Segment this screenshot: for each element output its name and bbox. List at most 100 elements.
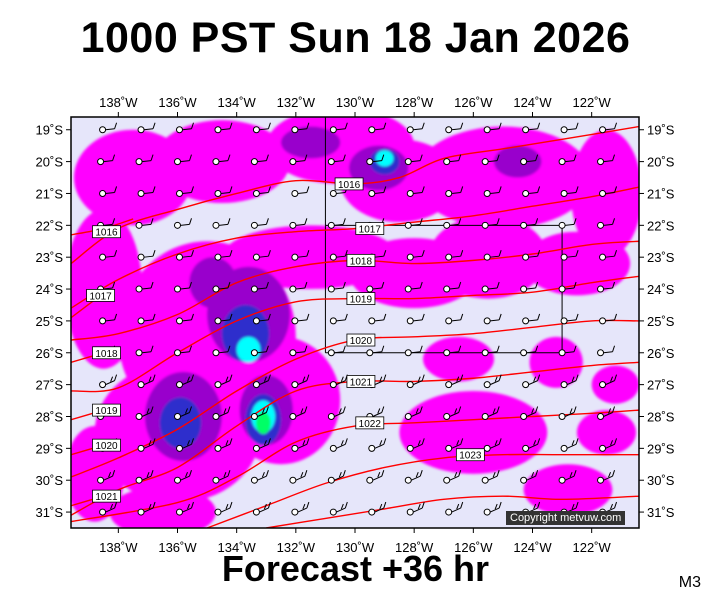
isobar-label-text: 1018 (350, 256, 373, 267)
wind-barb-shaft (565, 160, 575, 163)
wind-barb-shaft (413, 319, 423, 322)
wind-barb-flag (265, 218, 269, 225)
wind-barb-shaft (374, 319, 384, 322)
wind-barb-flag (152, 374, 156, 381)
wind-barb-flag (419, 154, 423, 161)
wind-barb-flag (533, 440, 537, 446)
wind-barb (481, 218, 500, 229)
wind-station-circle (560, 444, 568, 452)
wind-barb-flag (114, 374, 118, 381)
copyright-label: Copyright metvuw.com (506, 511, 626, 525)
wind-barb (520, 281, 539, 293)
wind-barb-shaft (603, 412, 613, 417)
wind-barb (404, 281, 423, 293)
wind-barb-flag (344, 438, 348, 445)
wind-barb-shaft (103, 287, 113, 290)
wind-barb (135, 154, 154, 166)
wind-barb-flag (185, 408, 188, 414)
wind-station-circle (483, 126, 491, 134)
wind-barb (252, 122, 271, 134)
wind-barb (445, 374, 464, 389)
wind-station-circle (137, 253, 145, 261)
wind-barb-flag (150, 406, 154, 413)
wind-barb (481, 345, 500, 357)
lat-tick-label: 25˚S (647, 314, 675, 329)
wind-barb-shaft (603, 287, 613, 290)
lon-tick-label: 124˚W (513, 540, 552, 555)
wind-station-circle (97, 476, 105, 484)
wind-barb-flag (146, 408, 150, 414)
wind-barb-shaft (180, 160, 190, 163)
wind-barb-shaft (334, 351, 344, 354)
wind-barb (597, 218, 616, 229)
wind-barb-flag (304, 345, 308, 352)
wind-barb-flag (227, 345, 231, 352)
wind-station-circle (443, 221, 451, 229)
wind-barb-flag (498, 501, 502, 509)
wind-barb-flag (148, 503, 152, 510)
wind-barb-flag (460, 374, 464, 381)
wind-barb-shaft (182, 255, 192, 258)
wind-barb-flag (225, 376, 229, 382)
wind-barb-flag (261, 408, 265, 414)
wind-station-circle (329, 189, 337, 197)
model-code: M3 (678, 574, 701, 591)
wind-barb-flag (458, 281, 462, 289)
wind-barb-flag (338, 408, 342, 414)
wind-barb (368, 313, 387, 325)
wind-barb-flag (150, 345, 154, 352)
wind-barb-shaft (374, 128, 384, 131)
wind-barb-flag (610, 440, 614, 446)
wind-barb (522, 438, 541, 452)
wind-barb-shaft (451, 507, 461, 513)
wind-station-circle (445, 126, 453, 134)
wind-barb-shaft (105, 507, 115, 513)
wind-barb-flag (415, 408, 419, 414)
wind-station-circle (250, 476, 258, 484)
wind-barb (212, 154, 231, 166)
wind-barb (443, 345, 462, 357)
wind-station-circle (520, 158, 528, 166)
wind-barb-shaft (411, 475, 421, 481)
wind-barb-shaft (526, 287, 536, 290)
wind-barb-flag (535, 281, 539, 289)
wind-station-circle (520, 412, 528, 420)
wind-barb-flag (340, 440, 344, 446)
wind-barb (560, 250, 579, 261)
wind-barb-flag (263, 376, 267, 382)
wind-barb-shaft (488, 287, 498, 290)
wind-barb (250, 218, 269, 229)
wind-barb-flag (569, 408, 573, 414)
wind-station-circle (597, 285, 605, 293)
wind-barb-flag (114, 186, 118, 193)
wind-barb-flag (575, 250, 579, 257)
lat-tick-label: 23˚S (647, 250, 675, 265)
wind-barb (368, 438, 387, 452)
isobar-label-box (355, 416, 385, 430)
wind-station-circle (176, 317, 183, 325)
wind-barb-shaft (143, 507, 154, 513)
wind-barb (99, 250, 118, 261)
wind-barb-shaft (528, 255, 538, 258)
wind-barb-shaft (103, 160, 113, 163)
isobar-line (266, 495, 639, 528)
wind-station-circle (483, 508, 491, 516)
wind-station-circle (250, 285, 258, 293)
wind-barb (137, 374, 156, 389)
wind-barb (329, 313, 348, 325)
wind-barb-flag (377, 408, 381, 414)
wind-barb-flag (573, 345, 577, 352)
wind-barb-flag (575, 186, 579, 193)
wind-barb-flag (191, 250, 194, 257)
wind-barb-shaft (297, 443, 308, 449)
wind-station-circle (558, 349, 566, 357)
wind-barb-flag (383, 501, 387, 509)
wind-barb-shaft (372, 287, 382, 290)
wind-barb-flag (223, 472, 227, 478)
isobar-label: 1016 (334, 177, 364, 191)
wind-barb-flag (338, 472, 342, 478)
wind-barb-shaft (488, 351, 498, 354)
wind-barb (558, 154, 577, 166)
wind-barb-flag (185, 472, 188, 478)
wind-station-circle (176, 126, 183, 134)
